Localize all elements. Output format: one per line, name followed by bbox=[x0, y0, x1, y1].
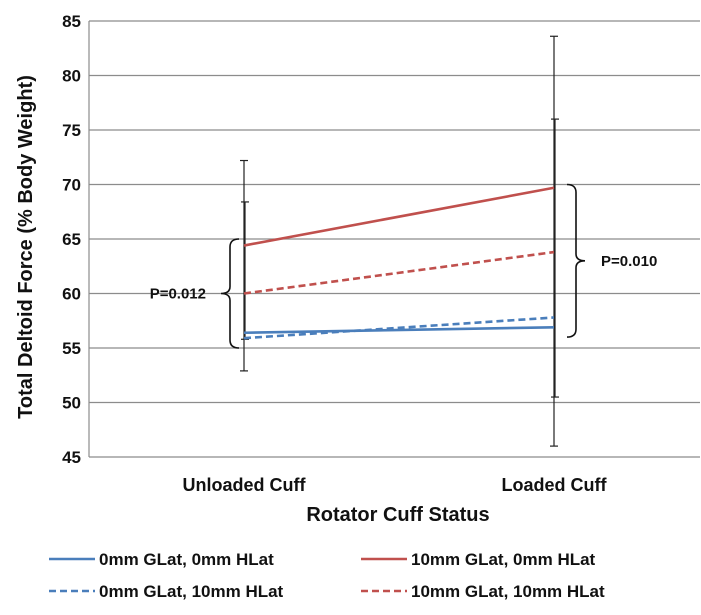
x-tick-label: Loaded Cuff bbox=[502, 475, 608, 495]
series-line bbox=[243, 325, 555, 335]
y-tick-label: 70 bbox=[62, 176, 81, 195]
y-tick-label: 80 bbox=[62, 67, 81, 86]
legend-label: 10mm GLat, 0mm HLat bbox=[411, 550, 596, 569]
annotation-layer: P=0.012 P=0.010 bbox=[150, 183, 657, 349]
annotation-brace bbox=[566, 183, 586, 338]
y-tick-label: 60 bbox=[62, 285, 81, 304]
tick-label-layer: 45 50 55 60 65 70 75 80 85 Unloaded Cuff Loaded Cu… bbox=[62, 12, 607, 495]
legend-label: 0mm GLat, 0mm HLat bbox=[99, 550, 274, 569]
y-axis-title: Total Deltoid Force (% Body Weight) bbox=[15, 75, 37, 419]
legend-label: 10mm GLat, 10mm HLat bbox=[411, 582, 605, 601]
annotation-brace bbox=[220, 238, 240, 349]
y-tick-label: 55 bbox=[62, 339, 81, 358]
legend: 0mm GLat, 0mm HLat 10mm GLat, 0mm HLat 0mm… bbox=[49, 550, 605, 601]
x-axis-title: Rotator Cuff Status bbox=[306, 504, 489, 526]
grid-layer bbox=[88, 20, 700, 458]
error-bar-layer bbox=[240, 35, 559, 447]
y-tick-label: 50 bbox=[62, 394, 81, 413]
x-tick-label: Unloaded Cuff bbox=[183, 475, 307, 495]
series-line bbox=[243, 316, 555, 340]
series-line bbox=[243, 186, 555, 247]
y-tick-label: 65 bbox=[62, 230, 81, 249]
series-layer bbox=[243, 186, 555, 340]
series-line bbox=[243, 250, 555, 295]
legend-label: 0mm GLat, 10mm HLat bbox=[99, 582, 284, 601]
y-tick-label: 85 bbox=[62, 12, 81, 31]
y-tick-label: 45 bbox=[62, 448, 81, 467]
p-value-label: P=0.012 bbox=[150, 286, 206, 303]
y-tick-label: 75 bbox=[62, 121, 81, 140]
p-value-label: P=0.010 bbox=[601, 253, 657, 270]
